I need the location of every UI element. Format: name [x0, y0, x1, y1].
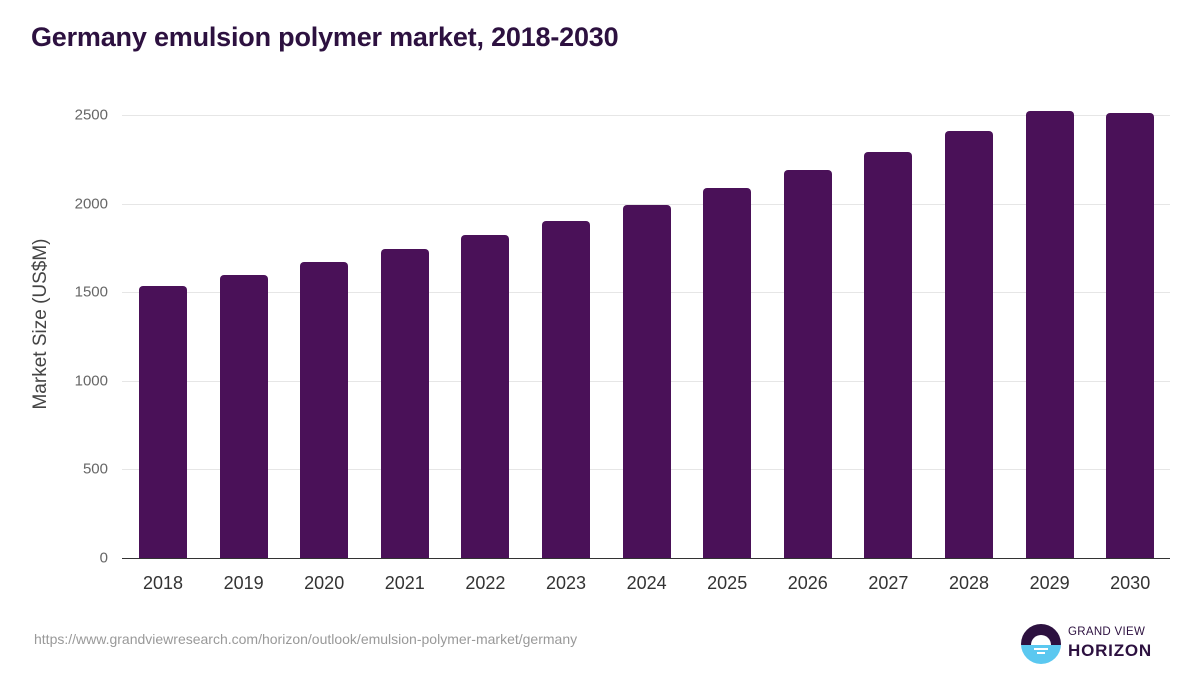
x-tick-label: 2027 [868, 573, 909, 593]
bar-2024[interactable] [622, 205, 671, 558]
horizon-logo-icon [1021, 624, 1061, 664]
gridline [122, 115, 1170, 116]
y-tick-label: 1000 [74, 372, 108, 390]
plot-area [122, 110, 1170, 559]
y-tick-label: 500 [82, 460, 108, 478]
y-tick-label: 1500 [74, 283, 108, 301]
x-tick-label: 2020 [304, 573, 345, 593]
bar-2021[interactable] [380, 248, 429, 558]
x-tick-label: 2023 [545, 573, 587, 593]
bar-2019[interactable] [219, 275, 268, 558]
chart-title: Germany emulsion polymer market, 2018-20… [31, 22, 619, 52]
x-tick-label: 2030 [1110, 573, 1151, 593]
bar-2025[interactable] [703, 188, 752, 558]
x-tick-label: 2021 [384, 573, 425, 593]
logo-text-grand-view: GRAND VIEW [1068, 626, 1146, 638]
x-tick-label: 2024 [626, 573, 667, 593]
bar-2028[interactable] [945, 130, 993, 558]
x-tick-label: 2028 [948, 573, 990, 593]
y-tick-label: 2000 [74, 195, 108, 213]
bar-2027[interactable] [864, 152, 913, 558]
source-url: https://www.grandviewresearch.com/horizo… [34, 631, 578, 647]
x-tick-label: 2019 [223, 573, 264, 593]
x-tick-label: 2029 [1029, 573, 1070, 593]
bar-2020[interactable] [300, 262, 349, 558]
bar-2022[interactable] [461, 234, 510, 558]
bar-2023[interactable] [542, 220, 590, 558]
bar-2018[interactable] [139, 286, 187, 558]
bar-2026[interactable] [783, 169, 832, 558]
x-tick-label: 2018 [142, 573, 184, 593]
x-tick-label: 2025 [707, 573, 748, 593]
x-tick-label: 2022 [465, 573, 506, 593]
logo-text-horizon: HORIZON [1068, 641, 1152, 660]
bar-2029[interactable] [1025, 110, 1074, 558]
x-tick-label: 2026 [787, 573, 828, 593]
gridline [122, 203, 1170, 205]
y-tick-label: 2500 [74, 106, 108, 124]
grand-view-horizon-logo: GRAND VIEW HORIZON [1020, 623, 1170, 665]
x-axis-line [122, 558, 1170, 559]
y-tick-label: 0 [99, 549, 108, 567]
bar-2030[interactable] [1106, 113, 1155, 558]
